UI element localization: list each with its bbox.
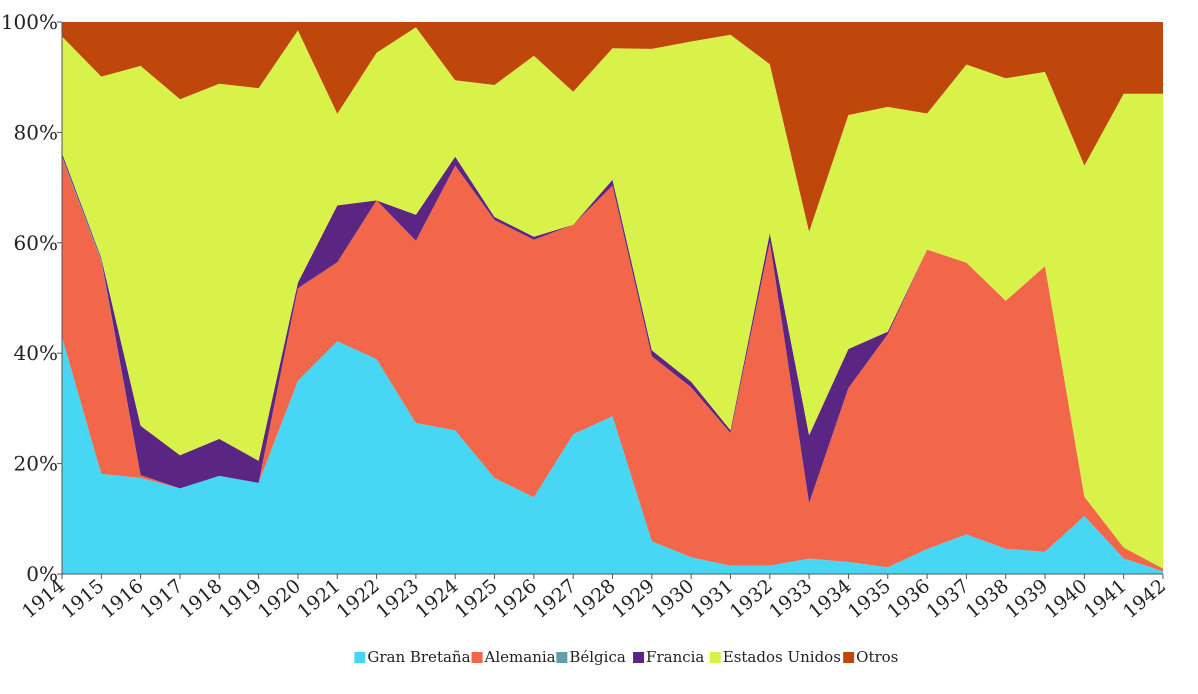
y-tick-label: 60% <box>14 231 58 255</box>
x-tick-label: 1939 <box>1001 575 1052 623</box>
legend-item-alemania: Alemania <box>471 648 556 666</box>
legend-item-belgica: Bélgica <box>556 648 626 666</box>
x-tick-label: 1932 <box>726 575 777 623</box>
legend-swatch <box>556 652 568 663</box>
area-estados-unidos <box>62 27 1163 569</box>
area-gran-bretana <box>62 337 1163 574</box>
legend-swatch <box>354 652 366 663</box>
x-tick-label: 1920 <box>254 575 305 623</box>
legend-label: Gran Bretaña <box>367 648 470 666</box>
legend-swatch <box>709 652 721 663</box>
legend-item-francia: Francia <box>633 648 704 666</box>
x-tick-label: 1940 <box>1040 575 1091 623</box>
y-tick-label: 0% <box>26 562 58 586</box>
x-tick-label: 1916 <box>97 575 148 623</box>
y-tick-label: 100% <box>1 10 58 34</box>
area-otros <box>62 22 1163 232</box>
legend-label: Bélgica <box>569 648 625 666</box>
area-alemania <box>62 157 1163 572</box>
x-tick-label: 1919 <box>215 575 266 623</box>
y-tick-label: 40% <box>14 341 58 365</box>
legend-label: Estados Unidos <box>723 648 841 666</box>
legend-swatch <box>471 652 483 663</box>
x-tick-label: 1934 <box>804 575 855 623</box>
area-series-group <box>62 22 1163 574</box>
legend-item-estados-unidos: Estados Unidos <box>709 648 841 666</box>
x-tick-label: 1938 <box>962 575 1013 623</box>
x-tick-label: 1921 <box>293 575 344 623</box>
area-francia <box>62 153 1163 569</box>
x-tick-label: 1937 <box>922 575 973 623</box>
x-tick-label: 1923 <box>372 575 423 623</box>
x-tick-label: 1917 <box>136 575 187 623</box>
legend-label: Otros <box>856 648 898 666</box>
y-tick-label: 80% <box>14 120 58 144</box>
x-tick-label: 1942 <box>1119 575 1170 623</box>
x-tick-label: 1928 <box>569 575 620 623</box>
legend-label: Francia <box>646 648 704 666</box>
legend: Gran Bretaña Alemania Bélgica Francia Estado… <box>354 648 898 666</box>
x-tick-label: 1924 <box>411 575 462 623</box>
x-tick-label: 1929 <box>608 575 659 623</box>
x-tick-label: 1918 <box>175 575 226 623</box>
x-tick-label: 1935 <box>844 575 895 623</box>
x-tick-label: 1915 <box>57 575 108 623</box>
x-tick-label: 1931 <box>686 575 737 623</box>
x-tick-label: 1925 <box>451 575 502 623</box>
x-tick-label: 1927 <box>529 575 580 623</box>
y-tick-label: 20% <box>14 452 58 476</box>
x-tick-label: 1936 <box>883 575 934 623</box>
x-tick-label: 1926 <box>490 575 541 623</box>
x-tick-label: 1930 <box>647 575 698 623</box>
legend-item-gran-bretana: Gran Bretaña <box>354 648 471 666</box>
x-tick-label: 1922 <box>333 575 384 623</box>
legend-swatch <box>633 652 645 663</box>
legend-item-otros: Otros <box>843 648 898 666</box>
legend-label: Alemania <box>484 648 556 666</box>
x-tick-label: 1933 <box>765 575 816 623</box>
x-tick-label: 1941 <box>1080 575 1131 623</box>
legend-swatch <box>843 652 855 663</box>
